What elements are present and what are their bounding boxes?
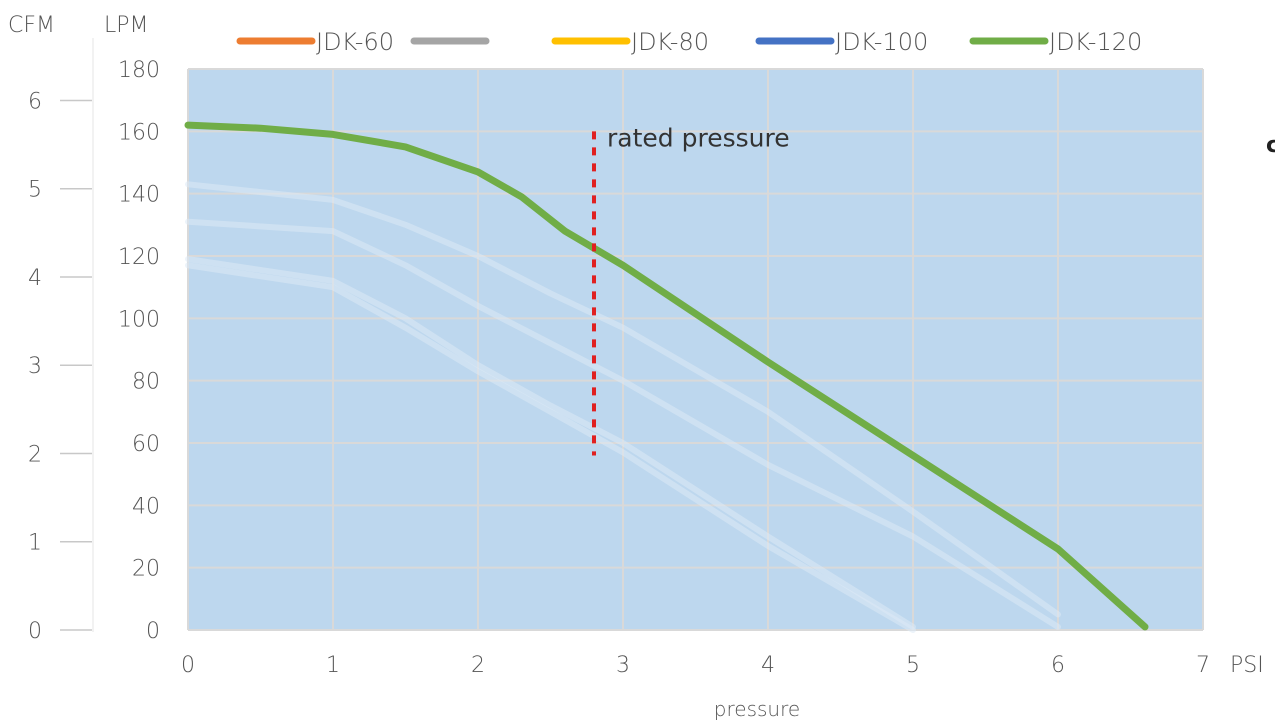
y-tick-label: 80	[132, 370, 160, 395]
y-tick-label: 120	[118, 245, 160, 270]
x-tick-label: 0	[181, 653, 195, 678]
cfm-tick-label: 1	[28, 531, 42, 556]
cfm-tick-label: 6	[28, 89, 42, 114]
x-tick-label: 4	[761, 653, 775, 678]
y-tick-label: 40	[132, 494, 160, 519]
x-tick-label: 6	[1051, 653, 1065, 678]
lpm-unit-label: LPM	[104, 13, 149, 38]
lpm-axis: 0 20 40 60 80 100 120 140 160 180	[118, 58, 160, 644]
cfm-unit-label: CFM	[8, 13, 55, 38]
x-axis-title: pressure	[714, 697, 800, 721]
x-tick-label: 2	[471, 653, 485, 678]
cfm-tick-label: 4	[28, 266, 42, 291]
cfm-axis: 0 1 2 3 4 5 6	[28, 38, 93, 644]
legend-label: JDK-100	[835, 28, 928, 56]
y-tick-label: 160	[118, 120, 160, 145]
x-tick-label: 1	[326, 653, 340, 678]
psi-unit-label: PSI	[1230, 653, 1264, 678]
rated-pressure-label: rated pressure	[607, 123, 790, 152]
y-tick-label: 180	[118, 58, 160, 83]
legend-label: JDK-80	[631, 28, 709, 56]
y-tick-label: 0	[146, 619, 160, 644]
y-tick-label: 100	[118, 307, 160, 332]
cfm-tick-label: 0	[28, 619, 42, 644]
y-tick-label: 20	[132, 557, 160, 582]
cfm-tick-label: 3	[28, 354, 42, 379]
y-tick-label: 60	[132, 432, 160, 457]
x-tick-label: 7	[1196, 653, 1210, 678]
legend-label: JDK-60	[316, 28, 394, 56]
legend-label: JDK-120	[1049, 28, 1142, 56]
legend: JDK-60 JDK-80 JDK-100 JDK-120	[240, 28, 1142, 56]
x-tick-label: 5	[906, 653, 920, 678]
x-tick-label: 3	[616, 653, 630, 678]
cfm-tick-label: 2	[28, 442, 42, 467]
psi-axis: 0 1 2 3 4 5 6 7	[181, 653, 1210, 678]
cfm-tick-label: 5	[28, 178, 42, 203]
y-tick-label: 140	[118, 183, 160, 208]
edge-glyph: c	[1266, 133, 1275, 158]
